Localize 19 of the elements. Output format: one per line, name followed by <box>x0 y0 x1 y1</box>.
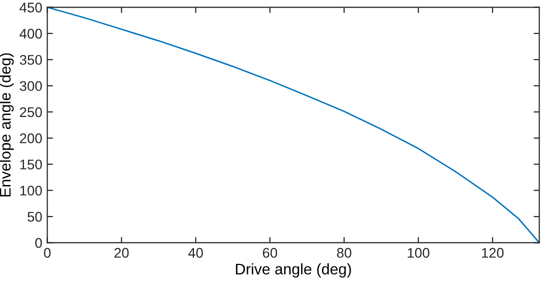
y-tick-label: 200 <box>20 133 42 144</box>
x-tick-label: 0 <box>44 248 51 258</box>
y-tick-label: 100 <box>20 186 42 196</box>
y-tick-label: 0 <box>35 238 42 248</box>
x-tick-label: 20 <box>114 248 129 258</box>
x-tick-label: 40 <box>188 248 203 258</box>
x-tick-label: 100 <box>408 248 430 258</box>
y-tick-label: 350 <box>20 54 42 65</box>
y-tick-label: 300 <box>20 81 42 91</box>
y-tick-label: 450 <box>20 2 42 12</box>
x-tick-label: 120 <box>482 248 504 258</box>
y-tick-label: 400 <box>20 28 42 39</box>
x-axis-title: Drive angle (deg) <box>236 263 351 278</box>
y-tick-label: 250 <box>20 107 42 118</box>
y-tick-label: 50 <box>28 212 42 222</box>
x-tick-label: 60 <box>262 248 278 258</box>
y-tick-label: 150 <box>20 160 42 170</box>
line-series <box>47 7 540 243</box>
x-tick-label: 80 <box>337 248 352 258</box>
